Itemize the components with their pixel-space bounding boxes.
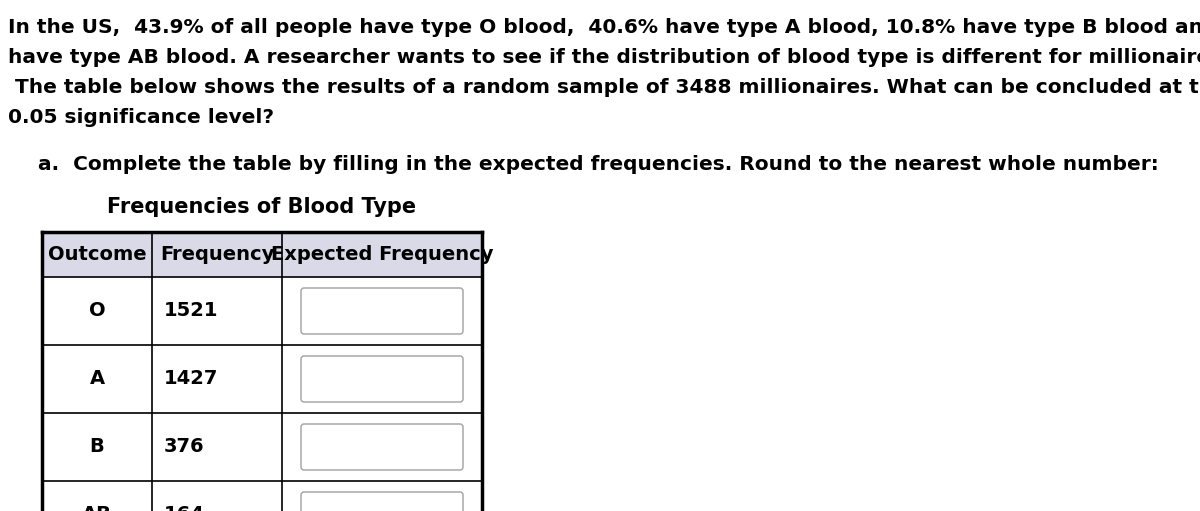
Text: have type AB blood. A researcher wants to see if the distribution of blood type : have type AB blood. A researcher wants t…	[8, 48, 1200, 67]
FancyBboxPatch shape	[301, 288, 463, 334]
Bar	[42, 277, 482, 511]
Text: The table below shows the results of a random sample of 3488 millionaires. What : The table below shows the results of a r…	[8, 78, 1200, 97]
Text: Frequencies of Blood Type: Frequencies of Blood Type	[108, 197, 416, 217]
Text: 376: 376	[164, 437, 205, 456]
Bar	[42, 232, 482, 277]
Text: O: O	[89, 301, 106, 320]
Text: In the US,  43.9% of all people have type O blood,  40.6% have type A blood, 10.: In the US, 43.9% of all people have type…	[8, 18, 1200, 37]
Text: 164: 164	[164, 505, 205, 511]
Text: B: B	[90, 437, 104, 456]
Text: A: A	[90, 369, 104, 388]
Text: 0.05 significance level?: 0.05 significance level?	[8, 108, 274, 127]
Text: a.  Complete the table by filling in the expected frequencies. Round to the near: a. Complete the table by filling in the …	[38, 155, 1159, 174]
Text: Expected Frequency: Expected Frequency	[271, 245, 493, 264]
FancyBboxPatch shape	[301, 492, 463, 511]
Text: AB: AB	[82, 505, 112, 511]
FancyBboxPatch shape	[301, 356, 463, 402]
FancyBboxPatch shape	[301, 424, 463, 470]
Text: Frequency: Frequency	[160, 245, 274, 264]
Text: 1427: 1427	[164, 369, 218, 388]
Text: 1521: 1521	[164, 301, 218, 320]
Text: Outcome: Outcome	[48, 245, 146, 264]
